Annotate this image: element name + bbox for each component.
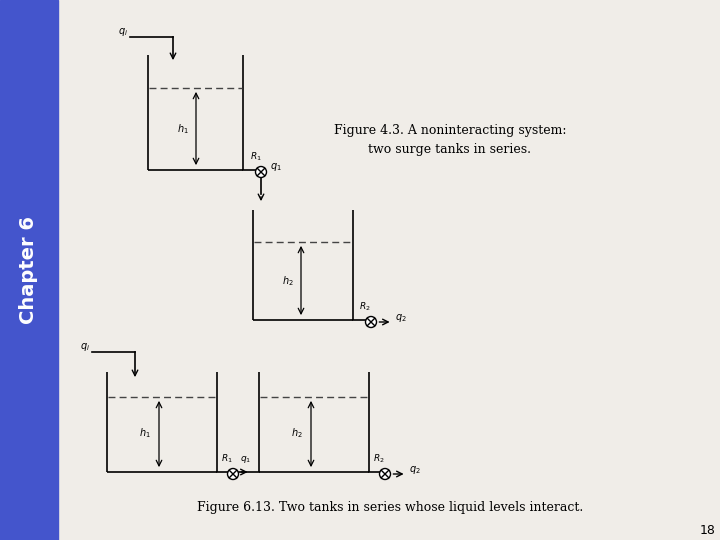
Text: $h_2$: $h_2$ bbox=[282, 274, 294, 288]
Text: $R_2$: $R_2$ bbox=[359, 300, 371, 313]
Text: $h_2$: $h_2$ bbox=[292, 427, 303, 441]
Text: Figure 6.13. Two tanks in series whose liquid levels interact.: Figure 6.13. Two tanks in series whose l… bbox=[197, 501, 583, 514]
Text: $R_1$: $R_1$ bbox=[250, 151, 262, 163]
Circle shape bbox=[366, 316, 377, 327]
Text: $h_1$: $h_1$ bbox=[177, 122, 189, 136]
Text: $R_1$: $R_1$ bbox=[221, 453, 233, 465]
Text: $q_i$: $q_i$ bbox=[80, 341, 90, 353]
Text: $q_2$: $q_2$ bbox=[409, 464, 420, 476]
Text: $q_2$: $q_2$ bbox=[395, 312, 407, 324]
Circle shape bbox=[256, 166, 266, 178]
Text: Figure 4.3. A noninteracting system:
two surge tanks in series.: Figure 4.3. A noninteracting system: two… bbox=[334, 124, 566, 156]
Circle shape bbox=[379, 469, 390, 480]
Bar bbox=[0, 0, 58, 540]
Text: $R_2$: $R_2$ bbox=[373, 453, 384, 465]
Text: Chapter 6: Chapter 6 bbox=[19, 216, 38, 324]
Text: $q_1$: $q_1$ bbox=[270, 161, 282, 173]
Text: 18: 18 bbox=[700, 523, 716, 537]
Text: $h_1$: $h_1$ bbox=[139, 427, 151, 441]
Circle shape bbox=[228, 469, 238, 480]
Text: $q_i$: $q_i$ bbox=[118, 26, 128, 38]
Text: $q_1$: $q_1$ bbox=[240, 454, 252, 465]
